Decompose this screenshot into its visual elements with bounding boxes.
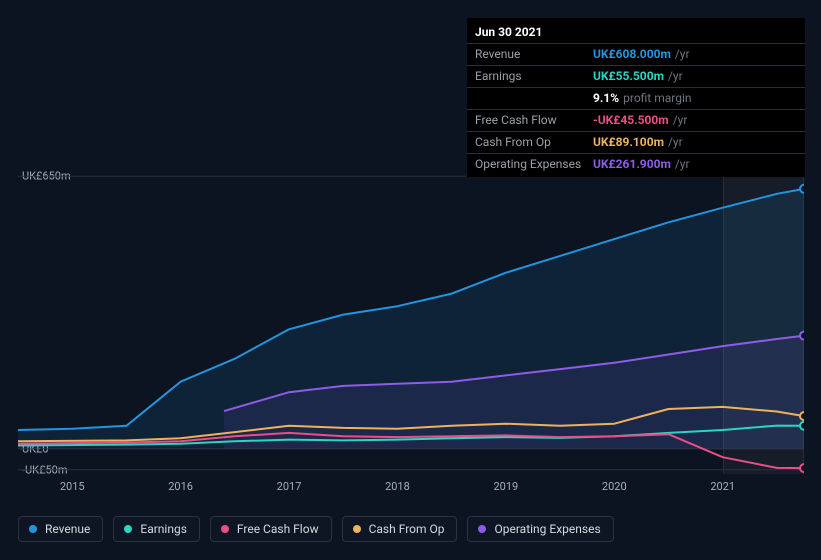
- tooltip-row: Cash From OpUK£89.100m/yr: [467, 132, 805, 154]
- legend-label: Revenue: [45, 522, 90, 536]
- tooltip-row-unit: /yr: [675, 157, 690, 172]
- tooltip-row-label: Operating Expenses: [475, 157, 593, 172]
- chart-container: Jun 30 2021 RevenueUK£608.000m/yrEarning…: [0, 0, 821, 560]
- tooltip-row-label: Free Cash Flow: [475, 113, 593, 128]
- chart-plot-area[interactable]: [18, 172, 804, 474]
- legend-label: Cash From Op: [369, 522, 445, 536]
- legend-label: Earnings: [140, 522, 187, 536]
- x-axis-label: 2020: [602, 480, 627, 493]
- tooltip-row-label: Earnings: [475, 69, 593, 84]
- legend-dot-icon: [29, 525, 37, 533]
- legend-dot-icon: [478, 525, 486, 533]
- legend-item-operating_expenses[interactable]: Operating Expenses: [467, 516, 613, 542]
- tooltip-row-value: -UK£45.500m: [593, 113, 669, 128]
- tooltip-row: Operating ExpensesUK£261.900m/yr: [467, 154, 805, 175]
- tooltip-row-value: UK£89.100m: [593, 135, 664, 150]
- tooltip-row: Free Cash Flow-UK£45.500m/yr: [467, 110, 805, 132]
- tooltip-row: RevenueUK£608.000m/yr: [467, 44, 805, 66]
- tooltip-row-unit: /yr: [675, 47, 690, 62]
- tooltip-row-unit: profit margin: [623, 91, 691, 106]
- x-axis-label: 2016: [168, 480, 193, 493]
- x-axis-label: 2015: [60, 480, 85, 493]
- x-axis-label: 2017: [277, 480, 302, 493]
- chart-legend: Revenue Earnings Free Cash Flow Cash From O…: [18, 516, 614, 542]
- legend-item-cash_from_op[interactable]: Cash From Op: [342, 516, 458, 542]
- tooltip-row-value: 9.1%: [593, 91, 619, 106]
- tooltip-date: Jun 30 2021: [467, 20, 805, 44]
- tooltip-row-label: Cash From Op: [475, 135, 593, 150]
- legend-item-earnings[interactable]: Earnings: [113, 516, 200, 542]
- chart-svg: [18, 172, 804, 474]
- tooltip-row-value: UK£261.900m: [593, 157, 671, 172]
- legend-item-revenue[interactable]: Revenue: [18, 516, 103, 542]
- legend-dot-icon: [353, 525, 361, 533]
- tooltip-row-value: UK£608.000m: [593, 47, 671, 62]
- x-axis-label: 2019: [493, 480, 518, 493]
- tooltip-row: 9.1% profit margin: [467, 88, 805, 110]
- tooltip-row-unit: /yr: [668, 135, 683, 150]
- x-axis-label: 2018: [385, 480, 410, 493]
- chart-tooltip: Jun 30 2021 RevenueUK£608.000m/yrEarning…: [467, 18, 805, 177]
- legend-label: Free Cash Flow: [237, 522, 319, 536]
- legend-dot-icon: [124, 525, 132, 533]
- tooltip-row-unit: /yr: [673, 113, 688, 128]
- legend-label: Operating Expenses: [494, 522, 600, 536]
- x-axis-label: 2021: [710, 480, 735, 493]
- tooltip-row-label: [475, 91, 593, 106]
- tooltip-row-label: Revenue: [475, 47, 593, 62]
- tooltip-row-unit: /yr: [668, 69, 683, 84]
- legend-dot-icon: [221, 525, 229, 533]
- tooltip-row: EarningsUK£55.500m/yr: [467, 66, 805, 88]
- legend-item-free_cash_flow[interactable]: Free Cash Flow: [210, 516, 332, 542]
- tooltip-row-value: UK£55.500m: [593, 69, 664, 84]
